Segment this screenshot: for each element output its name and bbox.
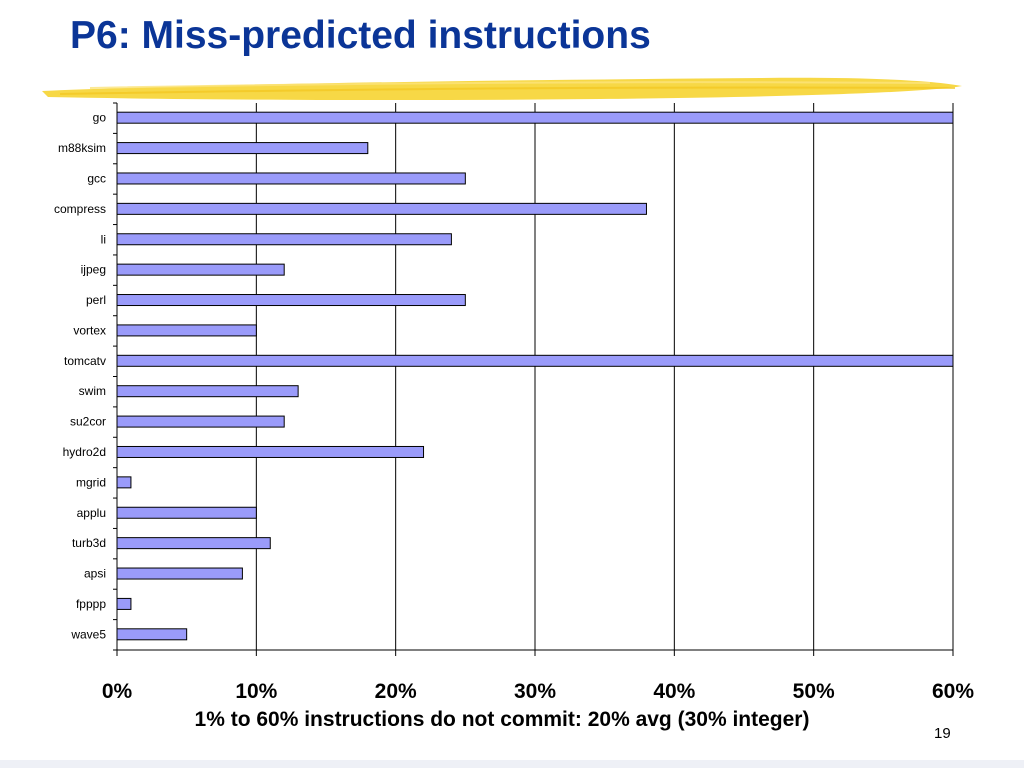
bar-fpppp xyxy=(116,597,132,610)
bar-go xyxy=(116,111,954,124)
bar-compress xyxy=(116,202,647,215)
footer-summary: 1% to 60% instructions do not commit: 20… xyxy=(194,708,810,731)
category-label: su2cor xyxy=(70,415,106,429)
x-tick-label: 60% xyxy=(932,680,974,703)
category-label: ijpeg xyxy=(81,263,106,277)
category-label: m88ksim xyxy=(58,141,106,155)
bar-swim xyxy=(116,385,299,398)
page-number: 19 xyxy=(934,725,951,742)
bar-turb3d xyxy=(116,537,271,550)
bar-gcc xyxy=(116,172,466,185)
category-label: perl xyxy=(86,293,106,307)
x-tick-label: 40% xyxy=(653,680,695,703)
slide-title: P6: Miss-predicted instructions xyxy=(70,14,651,57)
category-label: swim xyxy=(79,384,106,398)
category-label: tomcatv xyxy=(64,354,106,368)
category-label: vortex xyxy=(73,323,106,337)
highlighter-stroke xyxy=(42,77,962,101)
bar-applu xyxy=(116,506,257,519)
category-label: turb3d xyxy=(72,536,106,550)
bar-su2cor xyxy=(116,415,285,428)
category-label: gcc xyxy=(87,171,106,185)
category-label: go xyxy=(93,111,107,125)
category-label: fpppp xyxy=(76,597,106,611)
category-label: mgrid xyxy=(76,475,106,489)
category-label: compress xyxy=(54,202,106,216)
bar-hydro2d xyxy=(116,445,425,458)
bar-ijpeg xyxy=(116,263,285,276)
x-tick-label: 50% xyxy=(793,680,835,703)
bar-perl xyxy=(116,294,466,307)
bar-apsi xyxy=(116,567,243,580)
bar-mgrid xyxy=(116,476,132,489)
bar-tomcatv xyxy=(116,354,954,367)
category-label: applu xyxy=(77,506,106,520)
category-label: wave5 xyxy=(70,627,106,641)
category-label: apsi xyxy=(84,567,106,581)
bottom-band xyxy=(0,760,1024,768)
x-tick-label: 20% xyxy=(375,680,417,703)
bar-li xyxy=(116,233,452,246)
bar-chart: go m88ksim gcc compress li ijpeg perl vortex tom… xyxy=(54,102,974,703)
category-label: li xyxy=(101,232,106,246)
category-label: hydro2d xyxy=(63,445,106,459)
bar-vortex xyxy=(116,324,257,337)
x-tick-label: 0% xyxy=(102,680,133,703)
bar-wave5 xyxy=(116,628,188,641)
x-tick-label: 10% xyxy=(235,680,277,703)
bar-m88ksim xyxy=(116,142,369,155)
x-tick-label: 30% xyxy=(514,680,556,703)
